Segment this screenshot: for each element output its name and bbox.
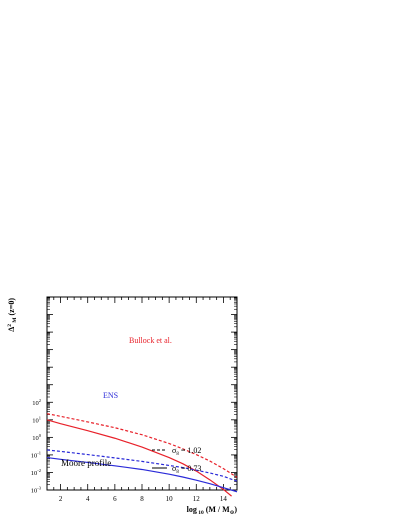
x-axis-ticks: 2 4 6 8 10 12 14 (46, 297, 238, 503)
series-lines (46, 413, 238, 497)
y-tick-label: 102 (32, 398, 41, 407)
y-axis-ticks: 10-3 10-2 10-1 100 101 102 (31, 297, 237, 495)
plot-area: 2 4 6 8 10 12 14 10-3 10-2 10-1 100 101 102 Bullock… (7, 296, 238, 516)
x-tick-label: 14 (220, 495, 228, 503)
y-tick-label: 10-3 (31, 486, 42, 495)
series-line-bullock-dashed (46, 413, 238, 478)
y-tick-label: 10-1 (31, 450, 41, 459)
y-axis-label: Δ2 M (z=0) (7, 298, 18, 332)
series-line-ens-dashed (46, 449, 238, 482)
y-tick-label: 10-2 (31, 468, 41, 477)
y-tick-label: 101 (32, 415, 41, 424)
annotation-profile: Moore profile (61, 458, 111, 468)
series-line-ens-solid (46, 456, 238, 493)
x-axis-label: log 10 (M / M⊙) (187, 505, 238, 516)
x-tick-label: 2 (59, 495, 63, 503)
legend-label: σ8 = 0.73 (172, 464, 201, 475)
y-axis-title: Δ2 M (z=0) (7, 298, 18, 332)
x-tick-label: 6 (113, 495, 117, 503)
legend: σ8 = 1.02 σ8 = 0.73 (152, 446, 201, 475)
x-tick-label: 8 (140, 495, 144, 503)
x-tick-label: 4 (86, 495, 90, 503)
annotation-ens: ENS (103, 391, 118, 400)
annotations: Bullock et al. ENS Moore profile (61, 336, 172, 468)
series-line-bullock-solid (46, 419, 232, 497)
legend-label: σ8 = 1.02 (172, 446, 201, 457)
y-tick-label: 100 (32, 433, 42, 442)
x-axis-title: log 10 (M / M⊙) (187, 505, 238, 516)
annotation-bullock: Bullock et al. (129, 336, 172, 345)
x-tick-label: 12 (193, 495, 201, 503)
x-tick-label: 10 (166, 495, 174, 503)
